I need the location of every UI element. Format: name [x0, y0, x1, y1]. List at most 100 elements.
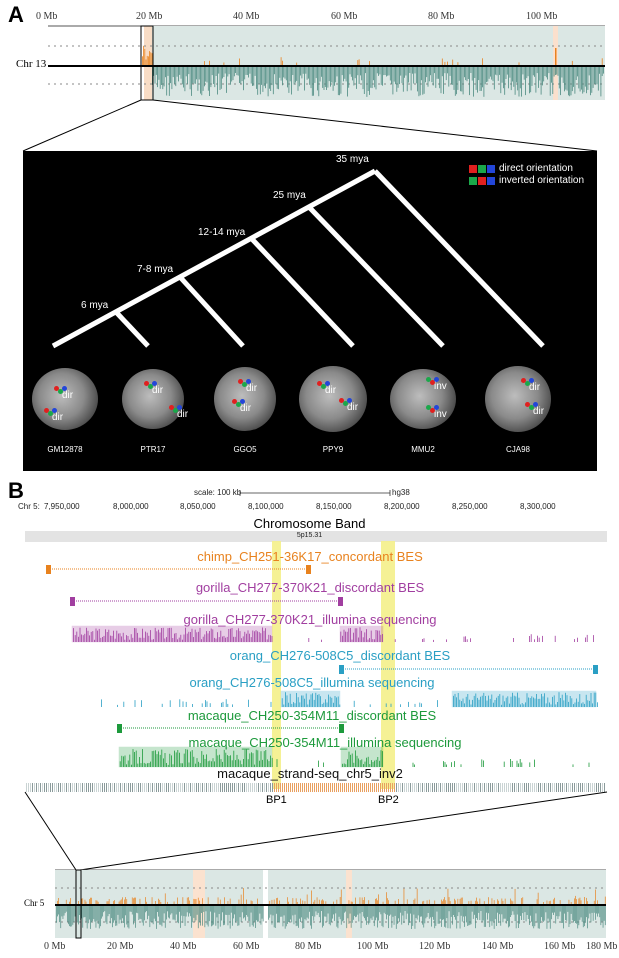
- node-25-mya: 25 mya: [273, 190, 306, 201]
- chr13-ideogram-track: [22, 25, 605, 152]
- scale-value: 100 kb: [217, 488, 242, 497]
- nucleus-image-cja98: [485, 366, 551, 432]
- cell-line-name: MMU2: [411, 445, 435, 454]
- node-35-mya: 35 mya: [336, 154, 369, 165]
- nucleus-image-mmu2: [390, 369, 456, 429]
- probe-signal-dot: [529, 378, 534, 383]
- legend-green-swatch: [478, 165, 486, 173]
- node-7-8-mya: 7-8 mya: [137, 264, 174, 275]
- coordinate-tick-label: 8,000,000: [113, 502, 149, 511]
- probe-signal-dot: [321, 384, 326, 389]
- probe-signal-dot: [529, 405, 534, 410]
- probe-signal-dot: [343, 401, 348, 406]
- chr5-coord-label: Chr 5:: [18, 502, 40, 511]
- probe-signal-dot: [430, 380, 435, 385]
- nucleus-image-ggo5: [214, 367, 276, 431]
- probe-signal-dot: [52, 408, 57, 413]
- probe-signal-dot: [148, 384, 153, 389]
- track-label-2: gorilla_CH277-370K21_illumina sequencing: [183, 612, 437, 627]
- probe-signal-dot: [426, 377, 431, 382]
- orientation-label: inv: [434, 409, 447, 420]
- chr5-tick-label: 20 Mb: [107, 941, 134, 952]
- chr5-tick-label: 60 Mb: [233, 941, 260, 952]
- nucleus-image-ppy9: [299, 366, 367, 432]
- chr13-tick-label: 100 Mb: [526, 11, 558, 22]
- probe-signal-dot: [426, 405, 431, 410]
- track-label-3: orang_CH276-508C5_discordant BES: [229, 648, 451, 663]
- probe-signal-dot: [169, 405, 174, 410]
- node-12-14-mya: 12-14 mya: [198, 227, 246, 238]
- nucleus-image-ptr17: [122, 369, 184, 429]
- cell-line-name: PTR17: [140, 445, 166, 454]
- nucleus-image-gm12878: [32, 368, 98, 430]
- probe-signal-dot: [521, 378, 526, 383]
- probe-signal-dot: [144, 381, 149, 386]
- track-label-0: chimp_CH251-36K17_concordant BES: [197, 549, 423, 564]
- node-6-mya: 6 mya: [81, 300, 109, 311]
- probe-signal-dot: [434, 377, 439, 382]
- scale-label: scale:: [194, 488, 215, 497]
- orientation-label: dir: [347, 402, 359, 413]
- coordinate-tick-label: 7,950,000: [44, 502, 80, 511]
- coordinate-tick-label: 8,200,000: [384, 502, 420, 511]
- bp2-label: BP2: [378, 794, 399, 806]
- coordinate-tick-label: 8,150,000: [316, 502, 352, 511]
- track-label-6: macaque_CH250-354M11_illumina sequencing: [188, 735, 462, 750]
- chr5-tick-label: 160 Mb: [544, 941, 576, 952]
- chr5-tick-label: 140 Mb: [482, 941, 514, 952]
- probe-signal-dot: [173, 408, 178, 413]
- chr13-tick-label: 0 Mb: [36, 11, 58, 22]
- probe-signal-dot: [525, 402, 530, 407]
- probe-signal-dot: [58, 389, 63, 394]
- probe-signal-dot: [430, 408, 435, 413]
- probe-signal-dot: [44, 408, 49, 413]
- probe-signal-dot: [54, 386, 59, 391]
- chr5-tick-label: 40 Mb: [170, 941, 197, 952]
- probe-signal-dot: [177, 405, 182, 410]
- probe-signal-dot: [339, 398, 344, 403]
- scale-bar: scale: 100 kb: [194, 488, 241, 497]
- probe-signal-dot: [434, 405, 439, 410]
- probe-signal-dot: [325, 381, 330, 386]
- probe-signal-dot: [347, 398, 352, 403]
- legend-inverted-orientation: inverted orientation: [499, 175, 585, 186]
- probe-signal-dot: [62, 386, 67, 391]
- track-label-5: macaque_CH250-354M11_discordant BES: [187, 708, 437, 723]
- coordinate-tick-label: 8,050,000: [180, 502, 216, 511]
- orientation-label: dir: [177, 409, 189, 420]
- probe-signal-dot: [236, 402, 241, 407]
- track-label-1: gorilla_CH277-370K21_discordant BES: [195, 580, 425, 595]
- probe-signal-dot: [232, 399, 237, 404]
- phylogeny-panel: 35 mya 25 mya 12-14 mya 7-8 mya 6 mya di…: [23, 151, 597, 471]
- chr5-tick-label: 0 Mb: [44, 941, 66, 952]
- cell-line-name: CJA98: [505, 445, 530, 454]
- cell-line-name: PPY9: [322, 445, 344, 454]
- bp1-label: BP1: [266, 794, 287, 806]
- probe-signal-dot: [317, 381, 322, 386]
- chr13-label: Chr 13: [16, 58, 47, 70]
- chr5-tick-label: 100 Mb: [357, 941, 389, 952]
- probe-signal-dot: [242, 382, 247, 387]
- legend-blue-swatch: [487, 165, 495, 173]
- band-label: 5p15.31: [296, 532, 323, 539]
- probe-signal-dot: [525, 381, 530, 386]
- chr5-tick-label: 180 Mb: [586, 941, 618, 952]
- orientation-label: dir: [240, 403, 252, 414]
- orientation-label: dir: [533, 406, 545, 417]
- orientation-label: dir: [529, 382, 541, 393]
- legend-green-swatch-2: [469, 177, 477, 185]
- probe-signal-dot: [533, 402, 538, 407]
- coordinate-tick-label: 8,300,000: [520, 502, 556, 511]
- chr5-tick-label: 80 Mb: [295, 941, 322, 952]
- orientation-label: dir: [62, 390, 74, 401]
- chr13-tick-label: 40 Mb: [233, 11, 260, 22]
- coordinate-tick-label: 8,100,000: [248, 502, 284, 511]
- probe-signal-dot: [240, 399, 245, 404]
- chr5-label: Chr 5: [24, 898, 45, 908]
- cell-line-name: GM12878: [47, 445, 83, 454]
- legend-blue-swatch-2: [487, 177, 495, 185]
- probe-signal-dot: [48, 411, 53, 416]
- track-label-7: macaque_strand-seq_chr5_inv2: [217, 766, 403, 781]
- phylogeny-tree: [51, 168, 545, 349]
- chr5-tick-label: 120 Mb: [419, 941, 451, 952]
